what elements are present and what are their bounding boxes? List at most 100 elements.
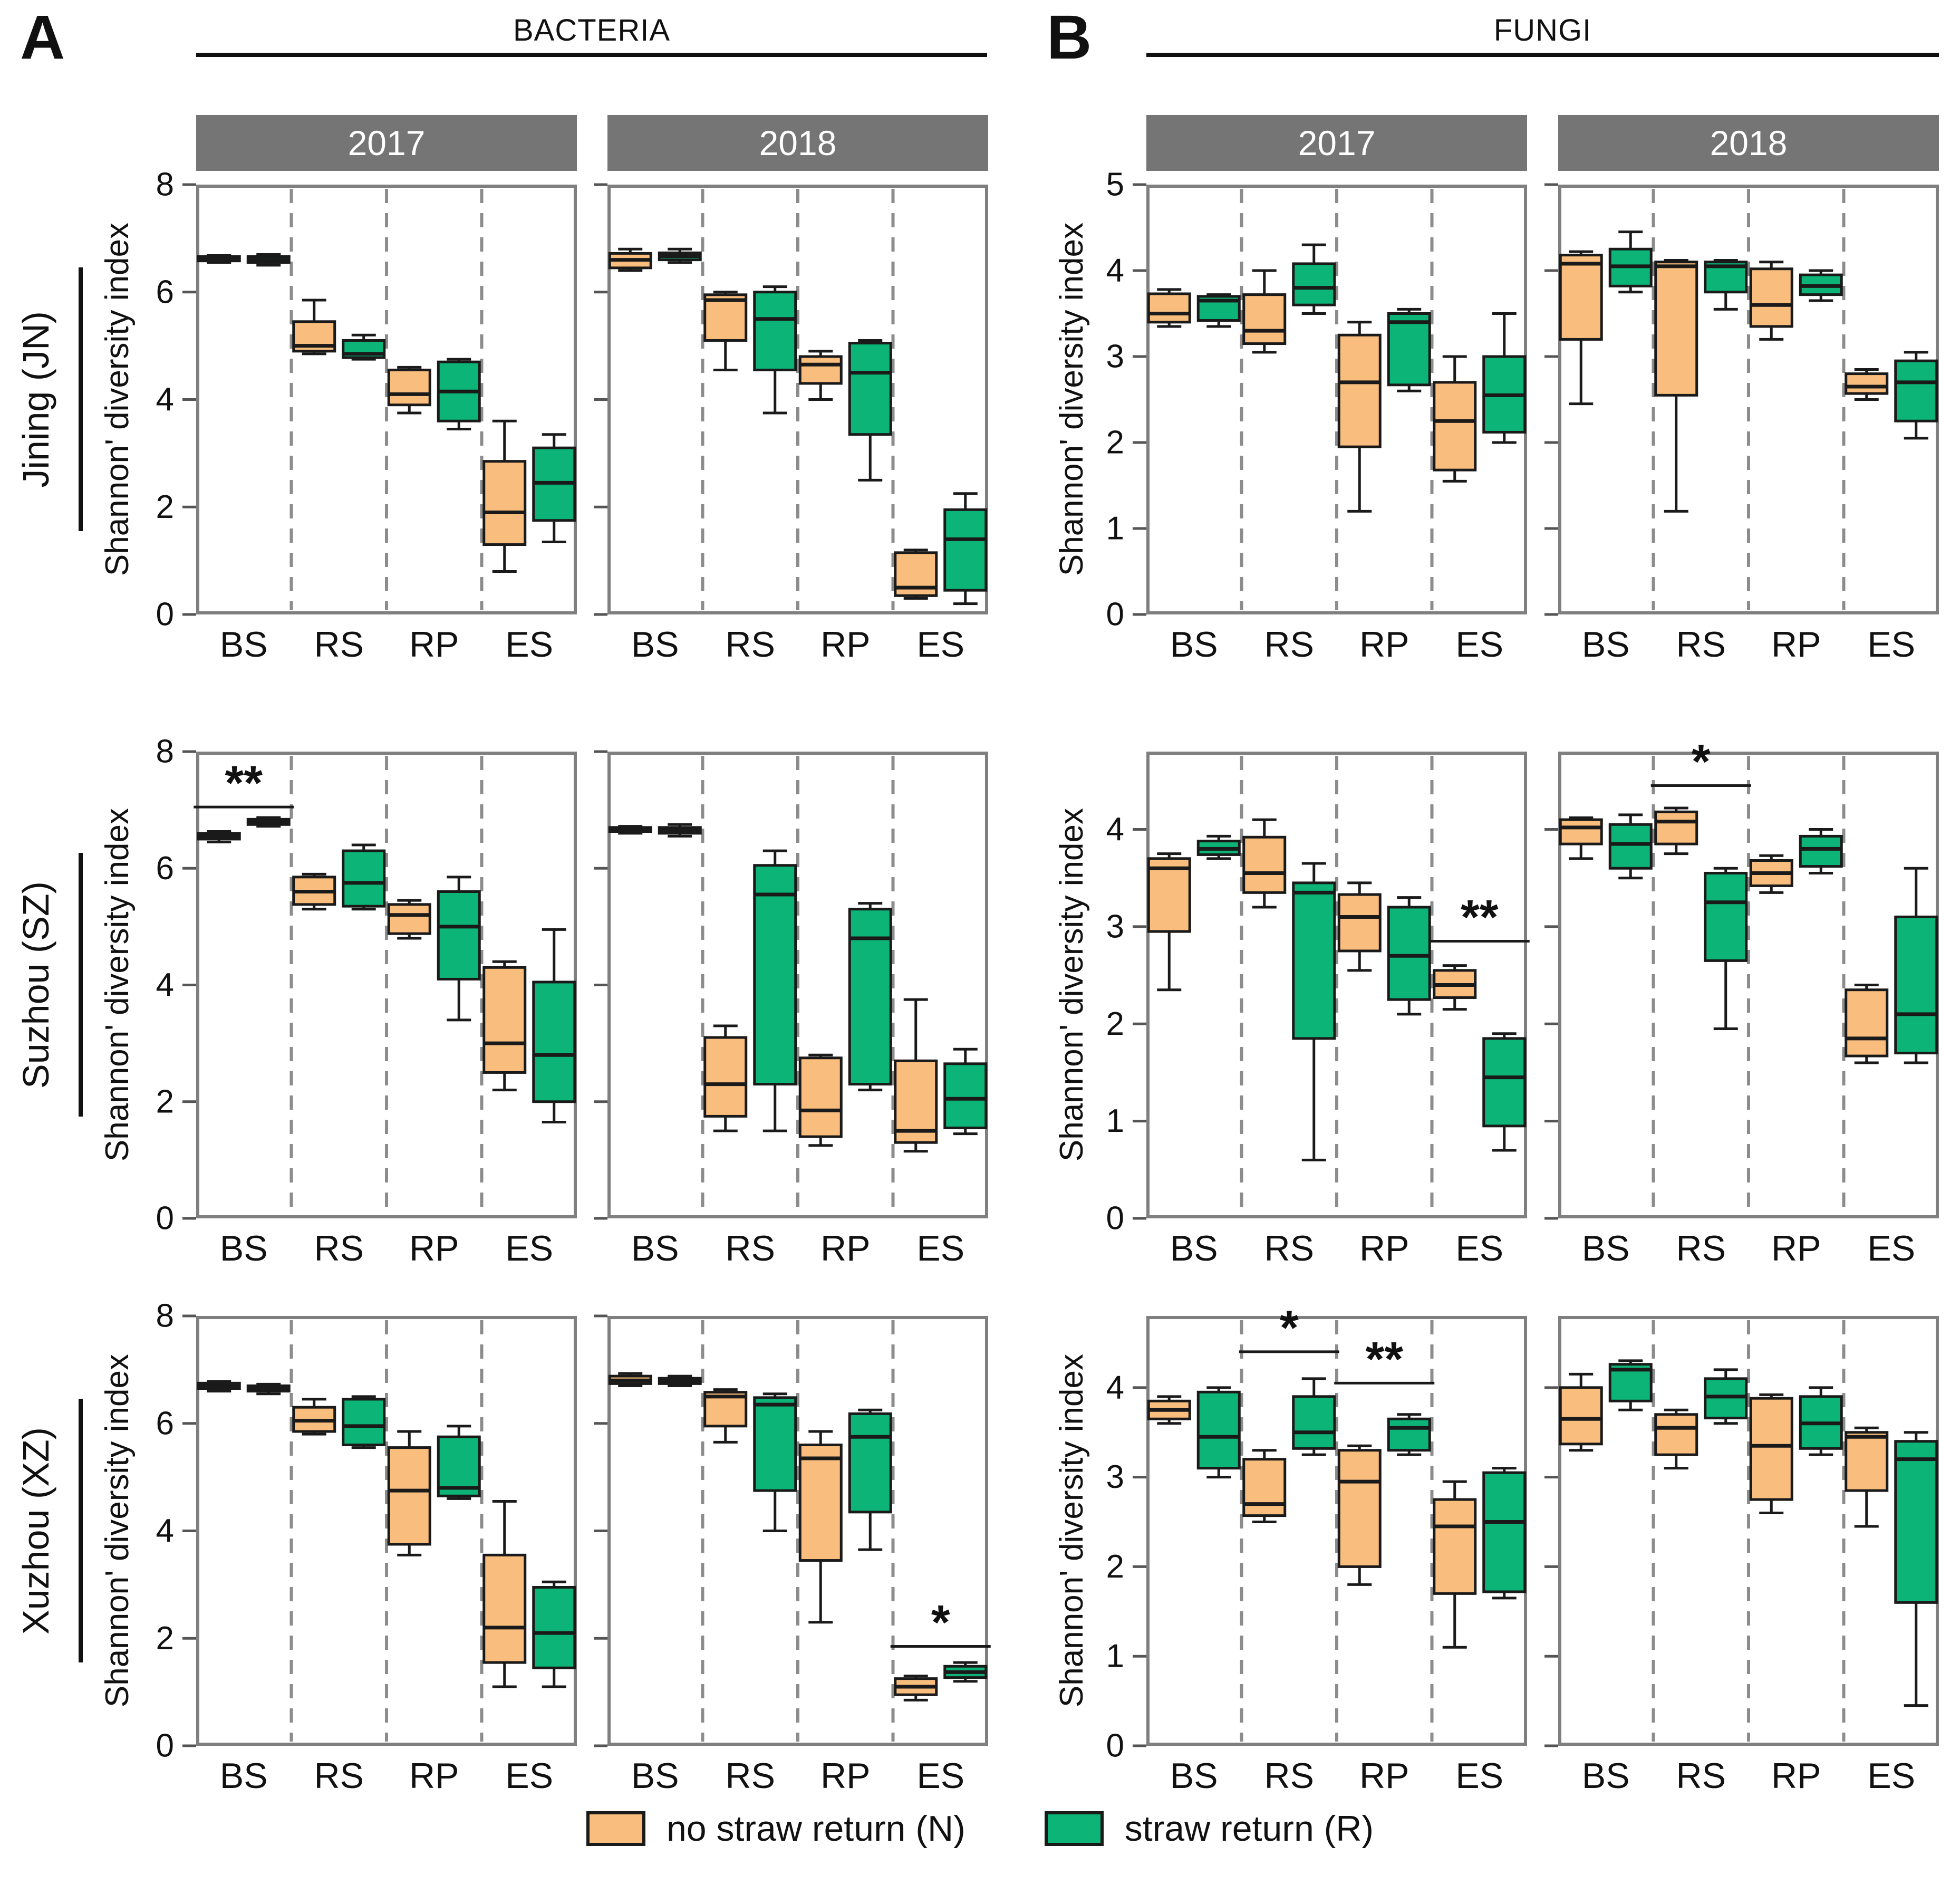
year-strip-fungi-2017: 2017 <box>1146 115 1527 171</box>
svg-text:BS: BS <box>1582 624 1630 665</box>
svg-text:BS: BS <box>631 1756 679 1796</box>
svg-text:6: 6 <box>156 274 174 310</box>
svg-text:RP: RP <box>1359 1228 1409 1268</box>
svg-text:ES: ES <box>1867 1756 1915 1796</box>
year-strip-bacteria-2017: 2017 <box>196 115 577 171</box>
svg-text:ES: ES <box>505 624 553 665</box>
svg-text:RP: RP <box>409 1756 459 1796</box>
svg-text:ES: ES <box>1455 1756 1503 1796</box>
svg-text:ES: ES <box>505 1228 553 1268</box>
y-axis-title-fungi-row2: Shannon' diversity index <box>1045 752 1098 1218</box>
svg-text:2: 2 <box>156 1620 174 1657</box>
boxplot-fungi-suzhou-2017: 0 1 2 3 4 BS RS RP ES ** <box>1106 752 1530 1268</box>
svg-text:6: 6 <box>156 850 174 887</box>
svg-text:RP: RP <box>1771 1228 1821 1268</box>
svg-text:ES: ES <box>1455 624 1503 665</box>
svg-text:RP: RP <box>1771 1756 1821 1796</box>
svg-text:RS: RS <box>314 1228 364 1268</box>
svg-text:RP: RP <box>1771 624 1821 665</box>
y-axis-title-bacteria-row1: Shannon' diversity index <box>91 185 143 614</box>
svg-text:1: 1 <box>1106 1103 1124 1139</box>
svg-text:0: 0 <box>1106 597 1124 633</box>
svg-text:*: * <box>931 1596 950 1650</box>
svg-text:BS: BS <box>220 1228 268 1268</box>
legend: no straw return (N) straw return (R) <box>0 1808 1960 1849</box>
boxplot-bacteria-xuzhou-2018: BS RS RP ES * <box>594 1314 991 1796</box>
svg-text:RP: RP <box>820 1756 870 1796</box>
svg-text:ES: ES <box>1867 624 1915 665</box>
svg-text:2: 2 <box>1106 1006 1124 1042</box>
boxplot-fungi-jining-2017: 0 1 2 3 4 5 BS RS RP ES <box>1106 167 1527 665</box>
svg-text:RS: RS <box>314 1756 364 1796</box>
svg-text:2: 2 <box>156 489 174 525</box>
svg-text:BS: BS <box>1170 624 1218 665</box>
legend-label-no-straw-return: no straw return (N) <box>666 1809 965 1849</box>
svg-text:RS: RS <box>726 1228 775 1268</box>
svg-text:3: 3 <box>1106 339 1124 375</box>
svg-text:RP: RP <box>1359 624 1409 665</box>
svg-text:4: 4 <box>1106 253 1124 289</box>
svg-text:BS: BS <box>1582 1756 1630 1796</box>
svg-text:ES: ES <box>1455 1228 1503 1268</box>
bacteria-title-rule <box>196 53 987 57</box>
site-label-rule-xuzhou <box>79 1399 83 1662</box>
svg-text:**: ** <box>1365 1332 1403 1386</box>
svg-text:BS: BS <box>220 624 268 665</box>
svg-text:4: 4 <box>1106 1369 1124 1406</box>
boxplot-bacteria-suzhou-2017: 0 2 4 6 8 BS RS RP ES ** <box>156 734 577 1268</box>
fungi-title-rule <box>1146 53 1939 57</box>
site-label-suzhou-text: Suzhou (SZ) <box>15 881 56 1089</box>
svg-text:RP: RP <box>820 624 870 665</box>
boxplot-fungi-jining-2018: BS RS RP ES <box>1544 183 1939 665</box>
svg-text:BS: BS <box>220 1756 268 1796</box>
boxplot-bacteria-jining-2018: BS RS RP ES <box>594 183 988 665</box>
svg-text:ES: ES <box>916 624 964 665</box>
legend-item-straw-return: straw return (R) <box>1044 1808 1374 1849</box>
svg-text:4: 4 <box>156 967 174 1003</box>
svg-text:RS: RS <box>726 1756 775 1796</box>
boxplot-bacteria-xuzhou-2017: 0 2 4 6 8 BS RS RP ES <box>156 1298 577 1796</box>
site-label-rule-jining <box>79 267 83 531</box>
y-axis-title-text: Shannon' diversity index <box>99 223 136 576</box>
svg-text:3: 3 <box>1106 1459 1124 1495</box>
y-axis-title-text: Shannon' diversity index <box>1053 808 1090 1162</box>
legend-swatch-no-straw-return <box>586 1811 645 1846</box>
site-label-xuzhou-text: Xuzhou (XZ) <box>15 1427 56 1635</box>
svg-text:1: 1 <box>1106 1638 1124 1675</box>
svg-text:6: 6 <box>156 1405 174 1441</box>
y-axis-title-bacteria-row2: Shannon' diversity index <box>91 752 143 1218</box>
svg-text:5: 5 <box>1106 167 1124 203</box>
boxplot-bacteria-jining-2017: 0 2 4 6 8 BS RS RP ES <box>156 167 577 665</box>
svg-text:2: 2 <box>1106 1549 1124 1585</box>
svg-text:RS: RS <box>1264 1228 1314 1268</box>
y-axis-title-fungi-row3: Shannon' diversity index <box>1045 1316 1098 1746</box>
y-axis-title-text: Shannon' diversity index <box>99 1354 136 1708</box>
svg-text:RS: RS <box>1264 624 1314 665</box>
year-strip-fungi-2018: 2018 <box>1558 115 1939 171</box>
svg-text:RS: RS <box>1676 1756 1726 1796</box>
legend-label-straw-return: straw return (R) <box>1124 1809 1374 1849</box>
panel-b-label: B <box>1047 3 1092 72</box>
svg-text:ES: ES <box>1867 1228 1915 1268</box>
svg-text:0: 0 <box>1106 1728 1124 1764</box>
svg-text:RS: RS <box>1676 1228 1726 1268</box>
svg-text:2: 2 <box>156 1083 174 1120</box>
boxplot-fungi-xuzhou-2018: BS RS RP ES <box>1544 1316 1939 1796</box>
svg-text:BS: BS <box>631 1228 679 1268</box>
svg-text:RP: RP <box>409 1228 459 1268</box>
svg-text:RP: RP <box>409 624 459 665</box>
svg-text:0: 0 <box>156 1728 174 1764</box>
svg-text:*: * <box>1692 735 1711 789</box>
bacteria-title: BACTERIA <box>513 13 671 47</box>
site-label-suzhou: Suzhou (SZ) <box>5 752 66 1218</box>
svg-text:0: 0 <box>156 1200 174 1237</box>
svg-text:RS: RS <box>1264 1756 1314 1796</box>
svg-text:8: 8 <box>156 734 174 770</box>
site-label-xuzhou: Xuzhou (XZ) <box>5 1316 66 1746</box>
svg-text:BS: BS <box>1582 1228 1630 1268</box>
y-axis-title-text: Shannon' diversity index <box>1053 223 1090 576</box>
svg-text:RP: RP <box>820 1228 870 1268</box>
y-axis-title-text: Shannon' diversity index <box>99 808 136 1162</box>
